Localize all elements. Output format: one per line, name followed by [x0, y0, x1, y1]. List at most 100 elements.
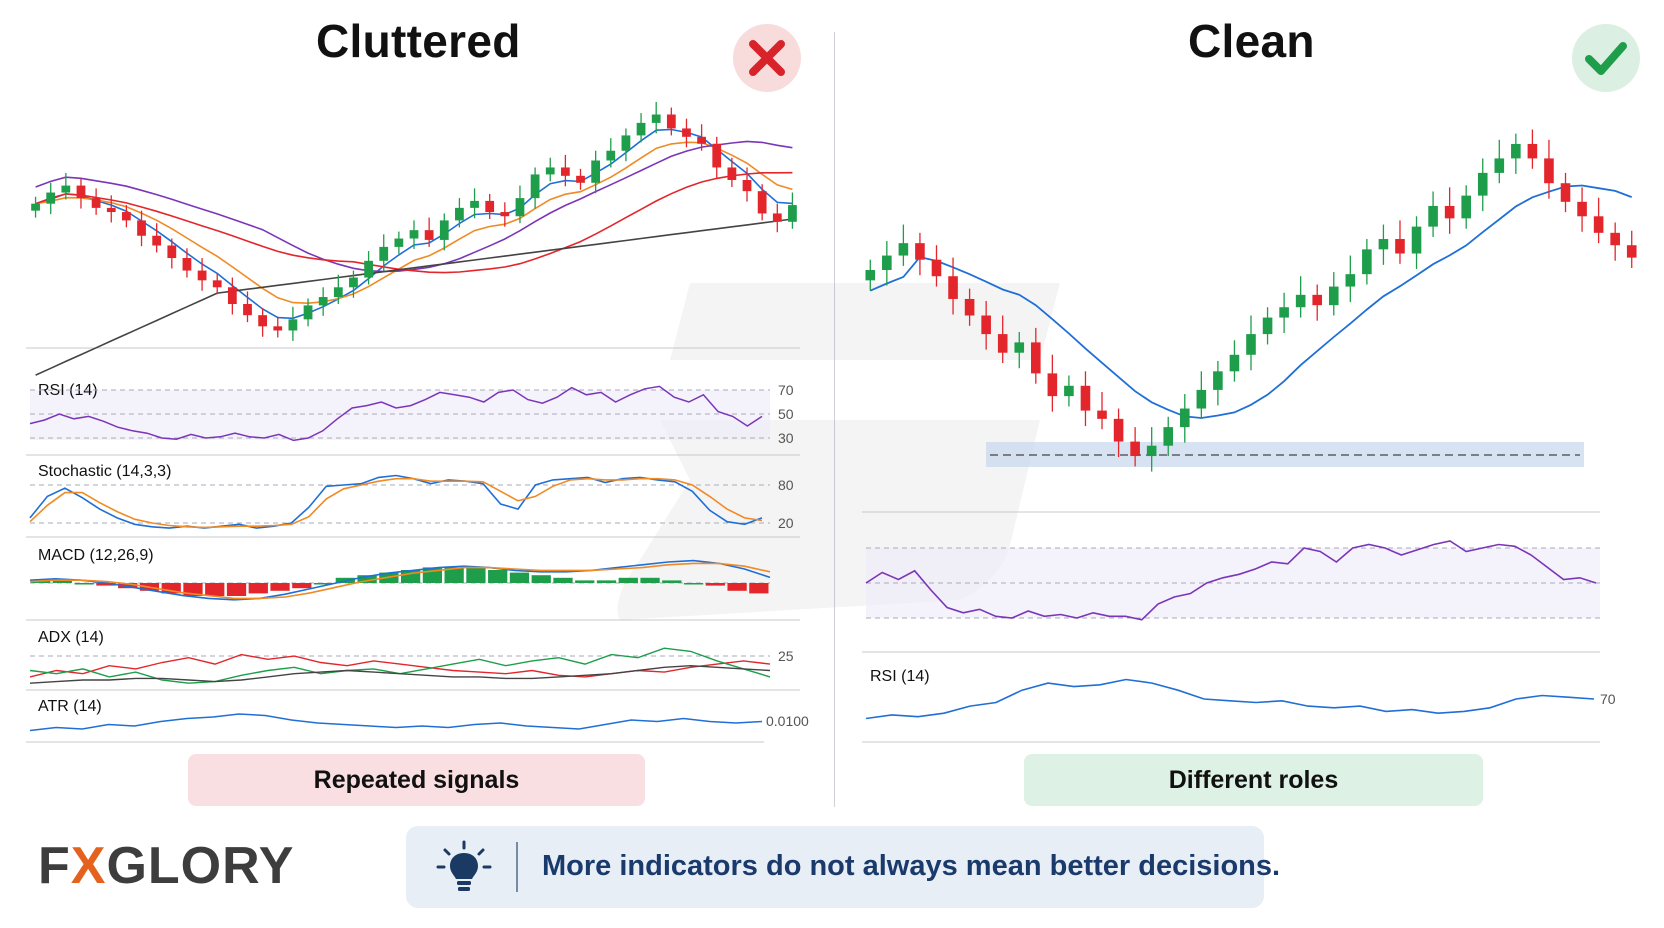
left-atr-level: 0.0100	[766, 713, 809, 729]
left-candle-body	[243, 304, 252, 316]
right-candle-body	[1113, 418, 1124, 442]
left-stochastic-d-line	[29, 477, 763, 529]
left-candle-body	[515, 198, 525, 217]
left-candle-body	[727, 167, 737, 180]
right-candle-body	[1444, 205, 1455, 219]
left-candle-body	[439, 220, 449, 240]
red-x-icon	[733, 24, 801, 92]
left-adx-panel: ADX (14) 25	[26, 629, 800, 691]
right-candle-body	[1312, 294, 1323, 306]
tip-callout: More indicators do not always mean bette…	[406, 826, 1280, 908]
left-candle-body	[682, 128, 691, 137]
left-macd-panel: MACD (12,26,9)	[26, 547, 800, 621]
right-atr-level: 70	[1600, 691, 1616, 707]
left-atr-line	[29, 713, 763, 732]
left-macd-histogram-bar	[509, 572, 530, 583]
right-candle-body	[1560, 183, 1571, 202]
right-price-chart	[862, 129, 1637, 513]
left-macd-histogram-bar	[161, 583, 181, 594]
right-candle-body	[1362, 249, 1372, 275]
left-macd-histogram-bar	[226, 583, 247, 596]
left-candle-body	[152, 235, 162, 246]
left-macd-signal-line	[29, 562, 771, 600]
logo-text-fx: FX	[38, 837, 107, 895]
right-candle-body	[1047, 373, 1058, 397]
right-candle-body	[1544, 158, 1554, 184]
left-ma-medium-line	[35, 141, 793, 305]
left-macd-histogram-bar	[466, 567, 486, 583]
left-candle-body	[318, 297, 328, 306]
right-rsi-line	[865, 540, 1597, 621]
left-macd-histogram-bar	[74, 583, 94, 585]
tip-text: More indicators do not always mean bette…	[542, 850, 1281, 882]
logo-text-glory: GLORY	[106, 837, 295, 895]
left-candle-body	[364, 260, 373, 278]
right-candle-body	[997, 334, 1008, 353]
right-candle-body	[1163, 427, 1174, 446]
left-candle-body	[303, 305, 313, 320]
left-candle-body	[76, 185, 86, 199]
left-macd-histogram-bar	[52, 580, 73, 583]
left-stochastic-level-20: 20	[778, 515, 794, 531]
left-candle-body	[137, 220, 146, 236]
left-candle-body	[636, 122, 646, 136]
panel-divider	[834, 32, 835, 807]
left-atr-panel: ATR (14) 0.0100	[26, 698, 809, 743]
right-candle-body	[1461, 195, 1471, 219]
left-candle-body	[742, 180, 752, 192]
left-macd-histogram-bar	[357, 575, 377, 583]
left-macd-histogram-bar	[705, 583, 725, 586]
left-macd-histogram-bar	[96, 583, 116, 586]
left-candle-body	[61, 185, 71, 193]
left-candle-body	[606, 150, 616, 161]
green-check-icon	[1572, 24, 1640, 92]
right-candle-body	[898, 243, 909, 256]
left-macd-histogram-bar	[662, 580, 682, 583]
left-adx-plus-di-line	[29, 653, 771, 678]
left-rsi-panel: RSI (14) 70 50 30	[26, 382, 800, 456]
left-macd-histogram-bar	[683, 583, 704, 585]
left-macd-macd-line	[29, 559, 771, 601]
left-candle-body	[409, 230, 419, 239]
right-candle-body	[1428, 205, 1438, 227]
right-candle-body	[1130, 441, 1140, 457]
left-macd-histogram-bar	[575, 580, 595, 583]
left-adx-level-25: 25	[778, 648, 794, 664]
right-candle-body	[1395, 239, 1405, 254]
left-candle-body	[621, 135, 631, 151]
left-macd-histogram-bar	[313, 583, 334, 585]
right-candle-body	[1626, 245, 1637, 258]
repeated-signals-label: Repeated signals	[188, 754, 645, 806]
left-candle-body	[455, 207, 464, 221]
right-candle-body	[1477, 172, 1488, 196]
right-atr-panel: RSI (14) 70	[862, 668, 1616, 743]
left-price-chart	[26, 101, 800, 376]
right-candle-body	[1345, 274, 1356, 287]
left-adx-label: ADX (14)	[38, 629, 104, 646]
right-candle-body	[1328, 286, 1339, 306]
left-rsi-level-50: 50	[778, 406, 794, 422]
left-candle-body	[197, 270, 207, 281]
left-candle-body	[788, 205, 797, 222]
left-macd-histogram-bar	[444, 567, 464, 583]
left-macd-histogram-bar	[727, 583, 747, 591]
left-candle-body	[379, 246, 389, 261]
different-roles-label: Different roles	[1024, 754, 1483, 806]
right-candle-body	[1229, 354, 1240, 372]
right-candle-body	[1494, 158, 1505, 173]
right-candle-body	[1196, 389, 1207, 409]
left-candle-body	[500, 212, 510, 217]
left-macd-histogram-bar	[292, 583, 312, 589]
right-candle-body	[1411, 226, 1422, 254]
left-candle-body	[560, 167, 570, 176]
left-candle-body	[258, 315, 268, 327]
left-candle-body	[712, 143, 722, 168]
right-candle-body	[964, 298, 975, 316]
left-candle-body	[591, 160, 601, 183]
left-candle-body	[697, 136, 706, 144]
right-candle-body	[1146, 445, 1157, 457]
right-candle-body	[1246, 334, 1256, 355]
left-macd-histogram-bar	[248, 583, 268, 594]
left-candle-body	[651, 114, 661, 123]
